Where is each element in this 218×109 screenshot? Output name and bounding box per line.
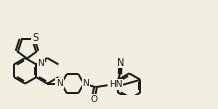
Text: S: S bbox=[32, 33, 38, 43]
Text: HN: HN bbox=[109, 80, 122, 89]
Text: O: O bbox=[90, 95, 97, 104]
Text: N: N bbox=[37, 59, 44, 68]
Text: N: N bbox=[56, 79, 63, 88]
Text: N: N bbox=[117, 58, 124, 68]
Text: N: N bbox=[82, 79, 89, 88]
